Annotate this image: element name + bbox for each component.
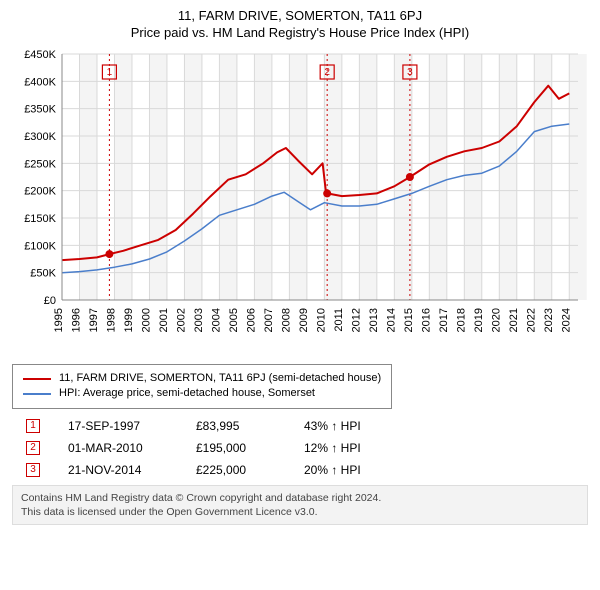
svg-text:£250K: £250K bbox=[24, 158, 56, 170]
svg-text:2005: 2005 bbox=[228, 308, 240, 332]
sale-price: £225,000 bbox=[196, 463, 276, 477]
chart-svg: £0 £50K £100K £150K £200K £250K £300K £350K £400… bbox=[12, 46, 588, 356]
svg-text:2018: 2018 bbox=[455, 308, 467, 332]
footer-line2: This data is licensed under the Open Gov… bbox=[21, 505, 579, 519]
title-block: 11, FARM DRIVE, SOMERTON, TA11 6PJ Price… bbox=[12, 8, 588, 40]
series-property bbox=[62, 86, 569, 260]
sale-row: 2 01-MAR-2010 £195,000 12% ↑ HPI bbox=[12, 441, 588, 455]
svg-text:2019: 2019 bbox=[473, 308, 485, 332]
legend-swatch bbox=[23, 378, 51, 380]
sale-row-marker: 2 bbox=[26, 441, 40, 455]
sale-row: 3 21-NOV-2014 £225,000 20% ↑ HPI bbox=[12, 463, 588, 477]
svg-text:2024: 2024 bbox=[560, 308, 572, 332]
svg-text:2013: 2013 bbox=[368, 308, 380, 332]
sale-marker-num: 2 bbox=[324, 67, 330, 78]
svg-text:£100K: £100K bbox=[24, 240, 56, 252]
sale-pct: 43% ↑ HPI bbox=[304, 419, 394, 433]
svg-text:1999: 1999 bbox=[123, 308, 135, 332]
footer: Contains HM Land Registry data © Crown c… bbox=[12, 485, 588, 525]
svg-text:2000: 2000 bbox=[140, 308, 152, 332]
sale-date: 21-NOV-2014 bbox=[68, 463, 168, 477]
footer-line1: Contains HM Land Registry data © Crown c… bbox=[21, 491, 579, 505]
legend-label: 11, FARM DRIVE, SOMERTON, TA11 6PJ (semi… bbox=[59, 371, 381, 386]
svg-text:2020: 2020 bbox=[490, 308, 502, 332]
svg-text:2023: 2023 bbox=[543, 308, 555, 332]
sale-marker-num: 3 bbox=[407, 67, 413, 78]
sale-date: 17-SEP-1997 bbox=[68, 419, 168, 433]
sales-table: 1 17-SEP-1997 £83,995 43% ↑ HPI 2 01-MAR-2010… bbox=[12, 419, 588, 477]
svg-text:2001: 2001 bbox=[158, 308, 170, 332]
sale-row-marker: 1 bbox=[26, 419, 40, 433]
svg-text:2016: 2016 bbox=[420, 308, 432, 332]
sale-pct: 12% ↑ HPI bbox=[304, 441, 394, 455]
series-hpi bbox=[62, 124, 569, 273]
svg-text:2007: 2007 bbox=[263, 308, 275, 332]
sale-marker-num: 1 bbox=[107, 67, 113, 78]
svg-text:£300K: £300K bbox=[24, 131, 56, 143]
title-sub: Price paid vs. HM Land Registry's House … bbox=[12, 25, 588, 40]
legend-swatch bbox=[23, 393, 51, 395]
sale-date: 01-MAR-2010 bbox=[68, 441, 168, 455]
svg-text:2011: 2011 bbox=[333, 308, 345, 332]
legend-label: HPI: Average price, semi-detached house,… bbox=[59, 386, 315, 401]
svg-text:2022: 2022 bbox=[525, 308, 537, 332]
chart-container: 11, FARM DRIVE, SOMERTON, TA11 6PJ Price… bbox=[0, 0, 600, 537]
svg-text:£200K: £200K bbox=[24, 186, 56, 198]
svg-text:£0: £0 bbox=[44, 295, 56, 307]
svg-text:1996: 1996 bbox=[70, 308, 82, 332]
chart: £0 £50K £100K £150K £200K £250K £300K £350K £400… bbox=[12, 46, 588, 356]
svg-text:£50K: £50K bbox=[30, 268, 56, 280]
svg-text:2017: 2017 bbox=[438, 308, 450, 332]
svg-text:£350K: £350K bbox=[24, 104, 56, 116]
title-main: 11, FARM DRIVE, SOMERTON, TA11 6PJ bbox=[12, 8, 588, 23]
svg-text:2009: 2009 bbox=[298, 308, 310, 332]
svg-text:1998: 1998 bbox=[105, 308, 117, 332]
legend-row: 11, FARM DRIVE, SOMERTON, TA11 6PJ (semi… bbox=[23, 371, 381, 386]
svg-text:2012: 2012 bbox=[350, 308, 362, 332]
svg-text:2002: 2002 bbox=[175, 308, 187, 332]
svg-text:£400K: £400K bbox=[24, 76, 56, 88]
sale-row: 1 17-SEP-1997 £83,995 43% ↑ HPI bbox=[12, 419, 588, 433]
legend-row: HPI: Average price, semi-detached house,… bbox=[23, 386, 381, 401]
svg-text:2006: 2006 bbox=[245, 308, 257, 332]
sale-price: £83,995 bbox=[196, 419, 276, 433]
sale-row-marker: 3 bbox=[26, 463, 40, 477]
svg-text:£150K: £150K bbox=[24, 213, 56, 225]
svg-text:2015: 2015 bbox=[403, 308, 415, 332]
svg-text:2004: 2004 bbox=[210, 308, 222, 332]
svg-text:1997: 1997 bbox=[88, 308, 100, 332]
svg-text:1995: 1995 bbox=[53, 308, 65, 332]
svg-text:£450K: £450K bbox=[24, 49, 56, 61]
sale-price: £195,000 bbox=[196, 441, 276, 455]
legend: 11, FARM DRIVE, SOMERTON, TA11 6PJ (semi… bbox=[12, 364, 392, 409]
svg-text:2003: 2003 bbox=[193, 308, 205, 332]
sale-pct: 20% ↑ HPI bbox=[304, 463, 394, 477]
svg-text:2010: 2010 bbox=[315, 308, 327, 332]
svg-text:2021: 2021 bbox=[508, 308, 520, 332]
svg-text:2014: 2014 bbox=[385, 308, 397, 332]
svg-text:2008: 2008 bbox=[280, 308, 292, 332]
